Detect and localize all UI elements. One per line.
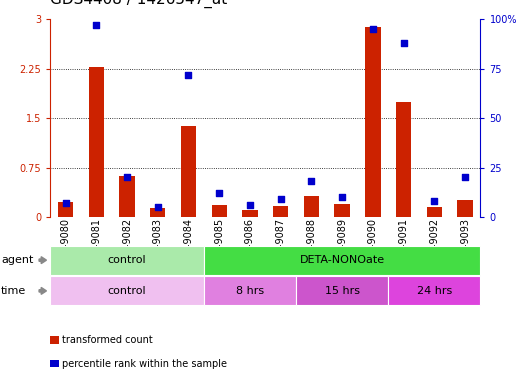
Bar (212, 205, 227, 217)
Point (215, 190, 223, 196)
Point (307, 178, 316, 184)
Point (92, 22, 100, 28)
Point (369, 26, 377, 32)
Text: GDS4408 / 1426547_at: GDS4408 / 1426547_at (50, 0, 228, 8)
Bar (334, 204, 350, 217)
Point (123, 174, 131, 180)
Point (246, 202, 254, 208)
Text: 8 hrs: 8 hrs (236, 286, 264, 296)
Text: control: control (108, 255, 146, 265)
Point (277, 196, 285, 202)
Text: 24 hrs: 24 hrs (417, 286, 452, 296)
Bar (89, 67, 104, 217)
Bar (181, 126, 196, 217)
Text: 15 hrs: 15 hrs (325, 286, 360, 296)
Text: transformed count: transformed count (62, 335, 153, 345)
Point (399, 40, 408, 46)
Text: agent: agent (1, 255, 33, 265)
Point (184, 71, 193, 78)
Bar (58, 202, 73, 217)
Point (430, 198, 439, 204)
Bar (273, 207, 288, 217)
Bar (365, 27, 381, 217)
Bar (119, 176, 135, 217)
Point (61, 200, 70, 206)
Bar (242, 210, 258, 217)
Bar (427, 207, 442, 217)
Bar (150, 208, 165, 217)
Point (461, 174, 469, 180)
Text: time: time (1, 286, 26, 296)
Text: percentile rank within the sample: percentile rank within the sample (62, 359, 227, 369)
Text: DETA-NONOate: DETA-NONOate (299, 255, 385, 265)
Bar (396, 102, 411, 217)
Bar (457, 200, 473, 217)
Point (338, 194, 346, 200)
Point (154, 204, 162, 210)
Bar (304, 196, 319, 217)
Text: control: control (108, 286, 146, 296)
